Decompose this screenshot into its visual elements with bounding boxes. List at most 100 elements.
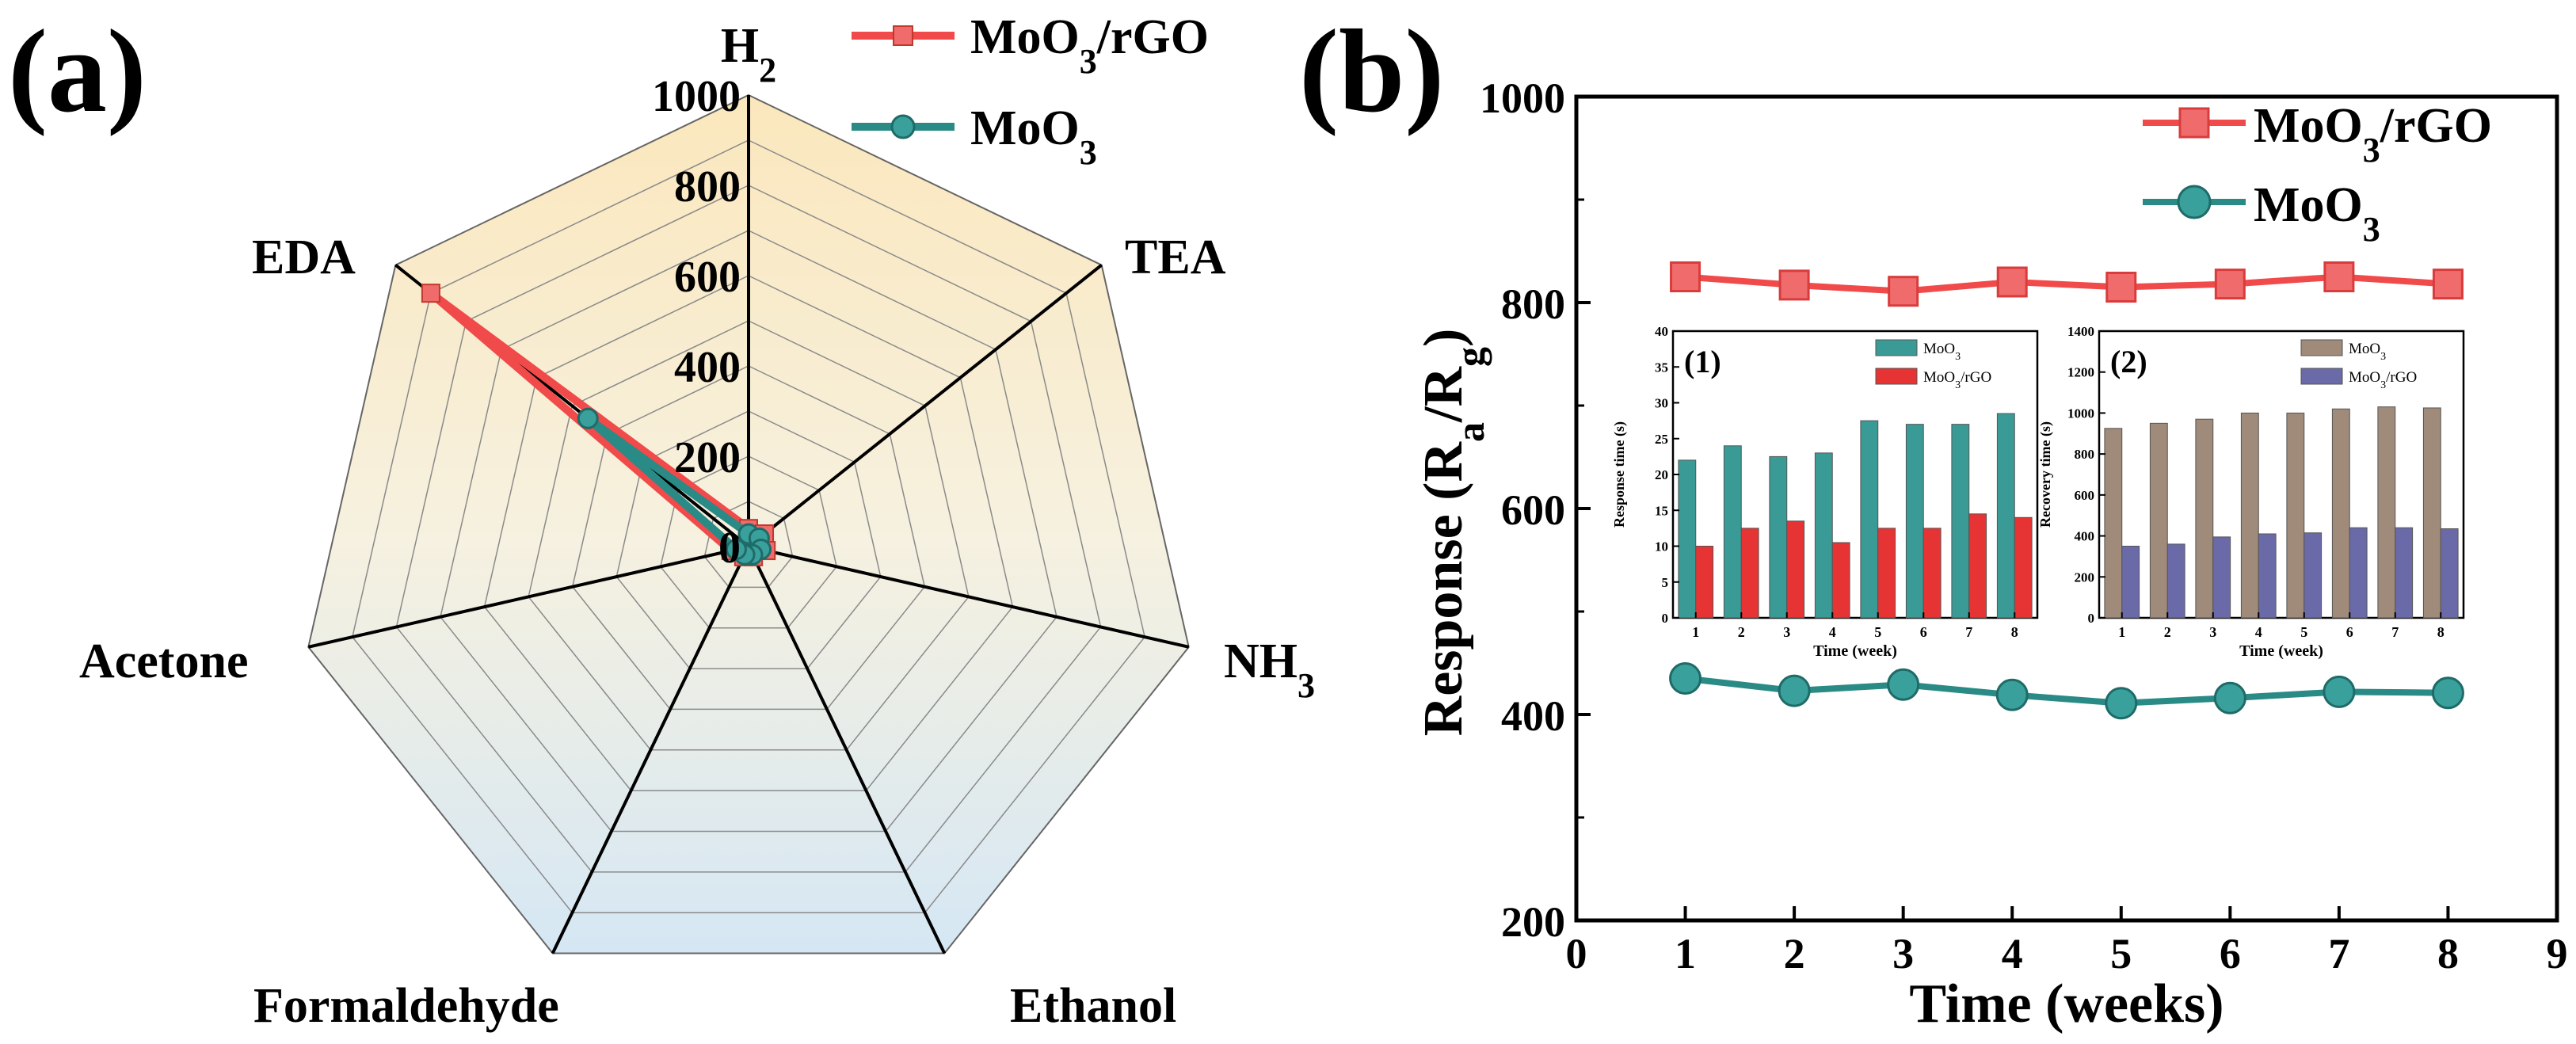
- y-tick-label: 1000: [2067, 406, 2094, 421]
- radar-axis-label: EDA: [252, 231, 356, 284]
- bar: [2149, 422, 2168, 619]
- x-axis-label: Time (weeks): [1909, 974, 2224, 1034]
- data-point: [2323, 261, 2355, 292]
- data-point: [2214, 269, 2246, 300]
- bar: [1695, 546, 1714, 619]
- y-tick-label: 1400: [2067, 324, 2094, 339]
- x-tick-label: 4: [2255, 624, 2262, 640]
- bar: [2304, 532, 2323, 619]
- y-tick-label: 35: [1655, 360, 1668, 375]
- x-tick-label: 9: [2547, 930, 2568, 977]
- x-tick-label: 1: [1675, 930, 1696, 977]
- bar: [2331, 408, 2350, 619]
- x-tick-label: 5: [1874, 624, 1881, 640]
- y-tick-label: 0: [2088, 611, 2095, 626]
- y-tick-label: 400: [2075, 529, 2095, 544]
- inset-legend-label: MoO3/rGO: [1923, 369, 1991, 391]
- data-point: [2323, 675, 2356, 708]
- x-tick-label: 7: [2328, 930, 2349, 977]
- x-tick-label: 8: [2011, 624, 2018, 640]
- y-tick-label: 30: [1655, 396, 1668, 411]
- y-tick-label: 800: [1501, 280, 1565, 328]
- y-tick-label: 40: [1655, 324, 1668, 339]
- bar: [2166, 543, 2185, 619]
- bar: [1814, 452, 1833, 619]
- y-tick-label: 15: [1655, 503, 1668, 518]
- legend-label: MoO3/rGO: [970, 10, 1209, 81]
- inset-x-label: Time (week): [1813, 642, 1897, 660]
- bar: [1740, 528, 1759, 619]
- radar-point: [577, 407, 599, 429]
- data-point: [2105, 272, 2137, 303]
- x-tick-label: 5: [2110, 930, 2132, 977]
- bar: [2349, 527, 2368, 619]
- data-point: [2432, 269, 2464, 300]
- bar: [1831, 542, 1850, 619]
- bar: [1922, 528, 1942, 619]
- radar-spoke: [747, 546, 947, 954]
- y-tick-label: 10: [1655, 539, 1668, 554]
- y-tick-label: 600: [1501, 486, 1565, 534]
- bar: [2104, 428, 2123, 619]
- inset-y-label: Recovery time (s): [2037, 421, 2054, 528]
- y-tick-label: 25: [1655, 432, 1668, 447]
- bar: [2286, 412, 2305, 619]
- radar-spoke: [747, 264, 1103, 548]
- inset-legend-swatch: [1875, 339, 1918, 356]
- y-tick-label: 0: [1662, 611, 1669, 626]
- inset-response-time: 0 5 10 15 20 25 30 35 40 1 2 3 4 5 6 7 8 Time (week) Respo…: [1611, 324, 2039, 660]
- data-point: [1996, 266, 2028, 298]
- x-tick-label: 6: [2346, 624, 2353, 640]
- radar-tick-label: 1000: [652, 72, 741, 121]
- legend-marker: [893, 25, 913, 46]
- radar-axis-label: Formaldehyde: [253, 979, 559, 1033]
- bar: [2212, 536, 2231, 619]
- x-tick-label: 3: [1783, 624, 1790, 640]
- inset-legend-swatch: [2300, 368, 2343, 385]
- bar: [2440, 528, 2459, 619]
- bar: [1769, 455, 1788, 619]
- y-tick-label: 200: [2075, 570, 2095, 585]
- inset-legend-swatch: [1875, 368, 1918, 385]
- data-point: [1670, 261, 1701, 292]
- y-tick-label: 800: [2075, 447, 2095, 462]
- inset-label: (1): [1684, 344, 1721, 379]
- legend-marker: [2177, 185, 2212, 219]
- bar: [1905, 424, 1924, 619]
- bar: [2121, 546, 2140, 619]
- data-point: [1995, 678, 2029, 711]
- data-point: [1778, 269, 1810, 301]
- data-point: [2431, 676, 2464, 710]
- data-point: [2105, 687, 2138, 720]
- x-tick-label: 3: [1892, 930, 1914, 977]
- bar: [2422, 407, 2441, 619]
- inset-legend-swatch: [2300, 339, 2343, 356]
- series-line: [1685, 273, 2448, 295]
- panel-b-label: (b): [1299, 6, 1444, 137]
- x-tick-label: 7: [1965, 624, 1972, 640]
- radar-ring: [528, 320, 970, 751]
- radar-tick-label: 800: [674, 162, 741, 211]
- inset-legend-label: MoO3/rGO: [2349, 369, 2417, 391]
- bar: [2377, 406, 2396, 619]
- radar-legend: MoO3/rGO MoO3: [852, 10, 1209, 172]
- radar-ring: [483, 275, 1014, 791]
- bar: [1951, 424, 1970, 619]
- bar: [1996, 413, 2015, 619]
- radar-ring: [615, 410, 882, 669]
- x-tick-label: 4: [1829, 624, 1836, 640]
- bar: [2258, 533, 2277, 619]
- panel-a-label: (a): [8, 6, 147, 137]
- legend-marker: [890, 114, 916, 139]
- bar: [1877, 528, 1896, 619]
- x-tick-label: 2: [2164, 624, 2171, 640]
- radar-spoke: [551, 546, 750, 954]
- inset-label: (2): [2110, 344, 2147, 379]
- series-line: [1685, 675, 2448, 707]
- inset-legend-label: MoO3: [2349, 341, 2386, 363]
- y-tick-label: 200: [1501, 898, 1565, 946]
- data-point: [1669, 662, 1702, 695]
- data-point: [1887, 668, 1920, 701]
